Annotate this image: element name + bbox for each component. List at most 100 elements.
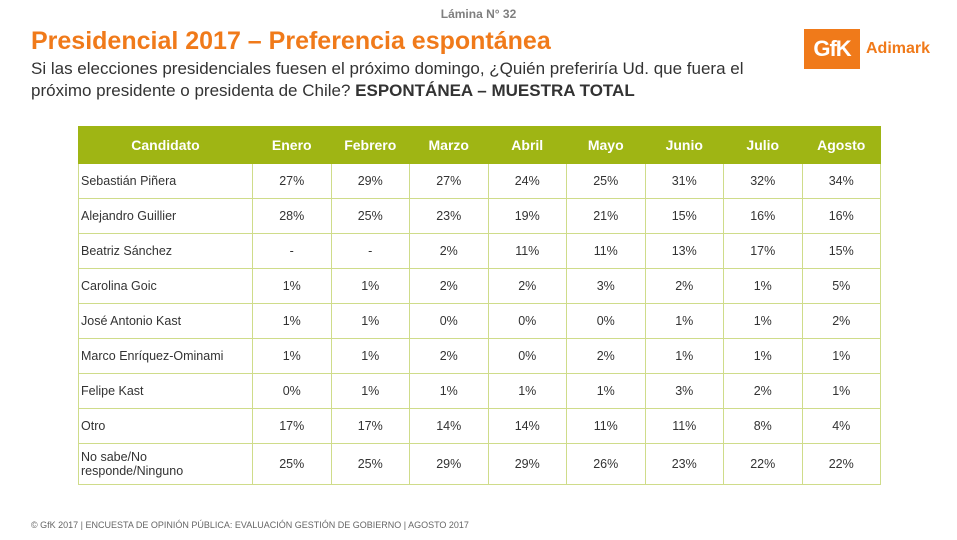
- percentage-cell: 0%: [566, 303, 646, 339]
- percentage-cell: 1%: [723, 338, 803, 374]
- percentage-cell: 25%: [252, 443, 332, 485]
- page-title: Presidencial 2017 – Preferencia espontán…: [31, 27, 551, 55]
- column-header: Junio: [644, 126, 724, 164]
- percentage-cell: 27%: [409, 164, 489, 199]
- percentage-cell: 27%: [252, 164, 332, 199]
- percentage-cell: 25%: [566, 164, 646, 199]
- percentage-cell: 1%: [330, 373, 410, 409]
- percentage-cell: 32%: [723, 164, 803, 199]
- percentage-cell: 23%: [644, 443, 724, 485]
- column-header: Candidato: [78, 126, 253, 164]
- table-row: Carolina Goic 1% 1% 2% 2% 3% 2% 1% 5%: [78, 268, 881, 304]
- percentage-cell: 19%: [487, 198, 567, 234]
- percentage-cell: 1%: [723, 303, 803, 339]
- question-plain: Si las elecciones presidenciales fuesen …: [31, 59, 744, 100]
- percentage-cell: 29%: [487, 443, 567, 485]
- table-row: Alejandro Guillier 28% 25% 23% 19% 21% 15% 16% 1…: [78, 198, 881, 234]
- percentage-cell: 17%: [330, 408, 410, 444]
- percentage-cell: 22%: [723, 443, 803, 485]
- percentage-cell: 4%: [801, 408, 881, 444]
- percentage-cell: 2%: [487, 268, 567, 304]
- percentage-cell: 1%: [252, 303, 332, 339]
- percentage-cell: -: [252, 233, 332, 269]
- percentage-cell: 11%: [487, 233, 567, 269]
- percentage-cell: 1%: [252, 268, 332, 304]
- column-header: Marzo: [409, 126, 489, 164]
- percentage-cell: 25%: [330, 443, 410, 485]
- percentage-cell: 14%: [409, 408, 489, 444]
- percentage-cell: 15%: [801, 233, 881, 269]
- percentage-cell: 21%: [566, 198, 646, 234]
- table-row: Felipe Kast 0% 1% 1% 1% 1% 3% 2% 1%: [78, 373, 881, 409]
- gfk-adimark-logo: GfK Adimark: [804, 29, 930, 69]
- percentage-cell: 1%: [566, 373, 646, 409]
- percentage-cell: 22%: [801, 443, 881, 485]
- candidate-name: Marco Enríquez-Ominami: [78, 338, 253, 374]
- percentage-cell: 1%: [644, 303, 724, 339]
- candidate-name: Sebastián Piñera: [78, 164, 253, 199]
- percentage-cell: 23%: [409, 198, 489, 234]
- percentage-cell: 2%: [801, 303, 881, 339]
- column-header: Febrero: [330, 126, 410, 164]
- column-header: Agosto: [801, 126, 881, 164]
- percentage-cell: 2%: [409, 233, 489, 269]
- column-header: Enero: [252, 126, 332, 164]
- preference-table: Candidato Enero Febrero Marzo Abril Mayo Junio…: [78, 126, 881, 485]
- percentage-cell: 29%: [409, 443, 489, 485]
- candidate-name: Felipe Kast: [78, 373, 253, 409]
- column-header: Julio: [723, 126, 803, 164]
- percentage-cell: 3%: [566, 268, 646, 304]
- percentage-cell: 2%: [723, 373, 803, 409]
- table-row: José Antonio Kast 1% 1% 0% 0% 0% 1% 1% 2%: [78, 303, 881, 339]
- percentage-cell: 24%: [487, 164, 567, 199]
- candidate-name: Otro: [78, 408, 253, 444]
- column-header: Abril: [487, 126, 567, 164]
- percentage-cell: 2%: [409, 268, 489, 304]
- percentage-cell: 2%: [409, 338, 489, 374]
- percentage-cell: 17%: [252, 408, 332, 444]
- percentage-cell: 0%: [409, 303, 489, 339]
- percentage-cell: 14%: [487, 408, 567, 444]
- percentage-cell: 13%: [644, 233, 724, 269]
- slide-number: Lámina N° 32: [440, 7, 517, 21]
- table-row: Marco Enríquez-Ominami 1% 1% 2% 0% 2% 1% 1% 1%: [78, 338, 881, 374]
- percentage-cell: 25%: [330, 198, 410, 234]
- gfk-logo-icon: GfK: [804, 29, 860, 69]
- percentage-cell: 0%: [487, 303, 567, 339]
- percentage-cell: 11%: [566, 408, 646, 444]
- percentage-cell: 15%: [644, 198, 724, 234]
- percentage-cell: 11%: [644, 408, 724, 444]
- percentage-cell: 26%: [566, 443, 646, 485]
- percentage-cell: 8%: [723, 408, 803, 444]
- percentage-cell: 1%: [723, 268, 803, 304]
- percentage-cell: 1%: [330, 338, 410, 374]
- percentage-cell: 28%: [252, 198, 332, 234]
- percentage-cell: 2%: [566, 338, 646, 374]
- percentage-cell: 1%: [330, 268, 410, 304]
- question-text: Si las elecciones presidenciales fuesen …: [31, 58, 801, 102]
- question-bold: ESPONTÁNEA – MUESTRA TOTAL: [355, 81, 635, 100]
- adimark-logo-text: Adimark: [866, 40, 931, 57]
- percentage-cell: 1%: [252, 338, 332, 374]
- percentage-cell: -: [330, 233, 410, 269]
- percentage-cell: 1%: [487, 373, 567, 409]
- percentage-cell: 16%: [723, 198, 803, 234]
- table-row: Beatriz Sánchez - -2% 11% 11% 13% 17% 15%: [78, 233, 881, 269]
- percentage-cell: 3%: [644, 373, 724, 409]
- percentage-cell: 29%: [330, 164, 410, 199]
- percentage-cell: 11%: [566, 233, 646, 269]
- candidate-name: Alejandro Guillier: [78, 198, 253, 234]
- candidate-name: No sabe/No responde/Ninguno: [78, 443, 253, 485]
- table-row: No sabe/No responde/Ninguno 25% 25% 29% 29% 2…: [78, 443, 881, 485]
- percentage-cell: 1%: [801, 373, 881, 409]
- percentage-cell: 34%: [801, 164, 881, 199]
- candidate-name: Carolina Goic: [78, 268, 253, 304]
- column-header: Mayo: [566, 126, 646, 164]
- candidate-name: José Antonio Kast: [78, 303, 253, 339]
- percentage-cell: 5%: [801, 268, 881, 304]
- percentage-cell: 1%: [409, 373, 489, 409]
- percentage-cell: 1%: [330, 303, 410, 339]
- candidate-name: Beatriz Sánchez: [78, 233, 253, 269]
- footer-text: © GfK 2017 | ENCUESTA DE OPINIÓN PÚBLICA…: [31, 520, 469, 530]
- percentage-cell: 0%: [487, 338, 567, 374]
